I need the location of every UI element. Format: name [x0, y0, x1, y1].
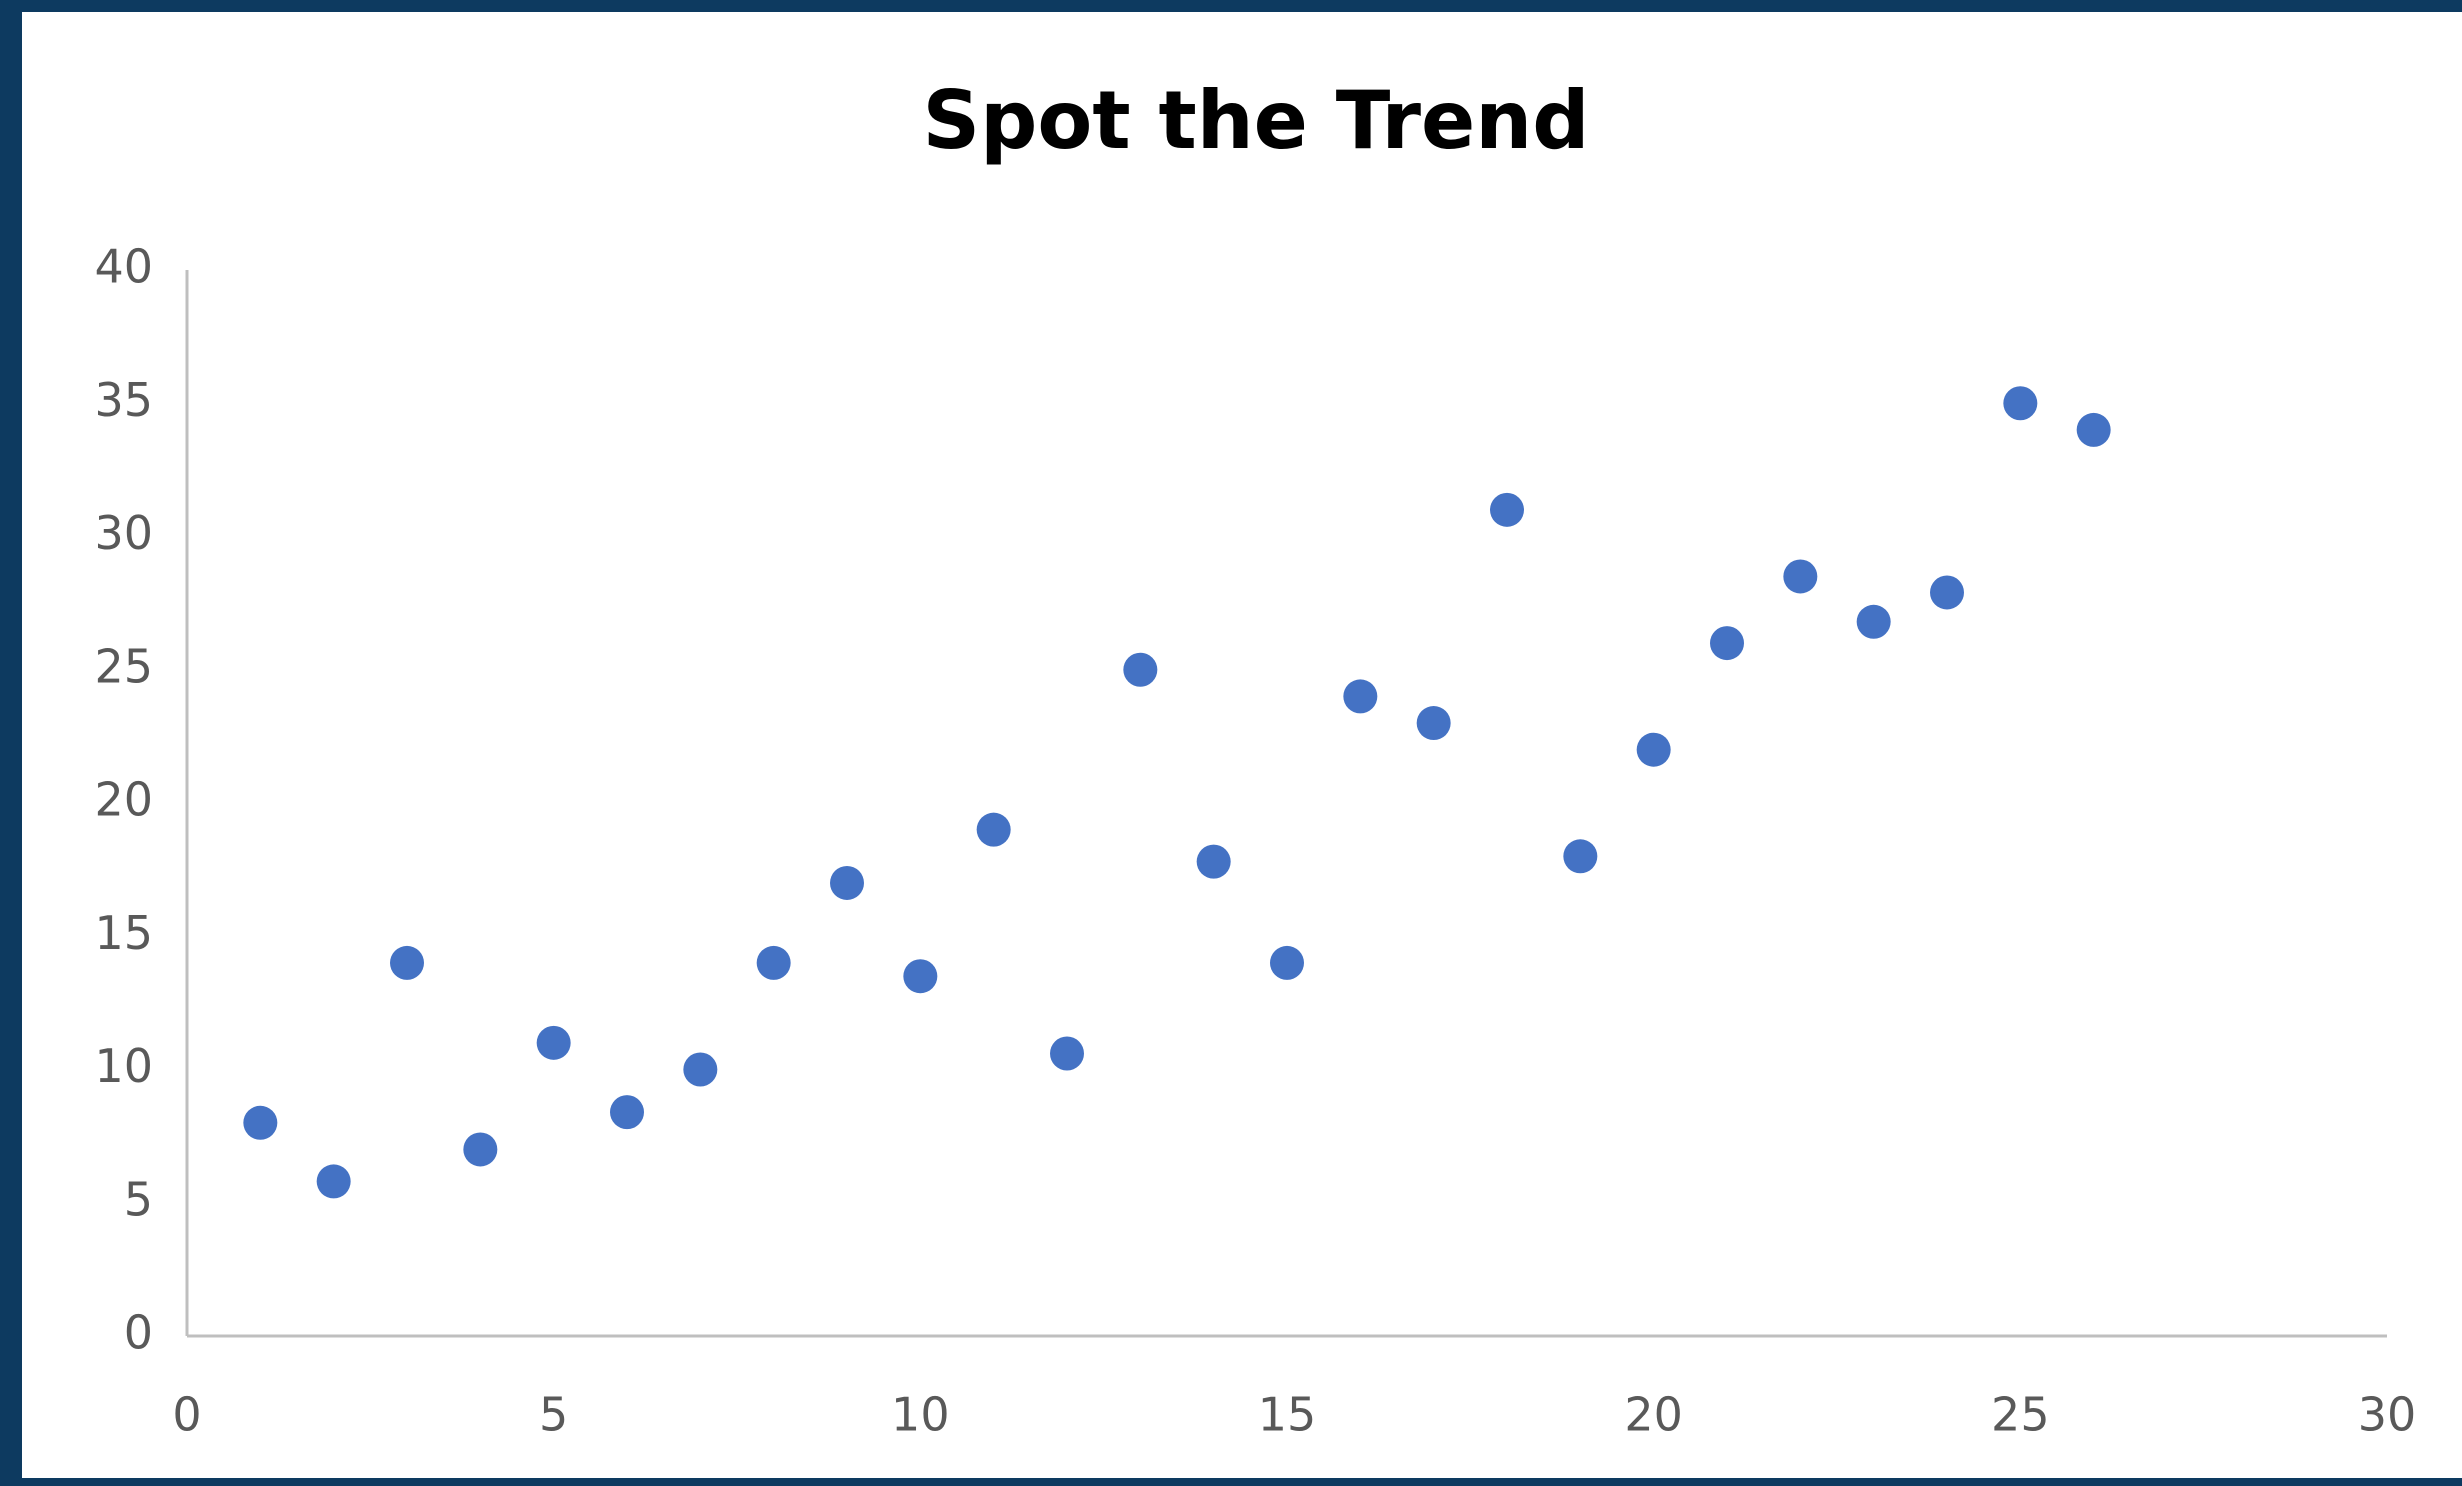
y-tick-label: 10 [94, 1039, 153, 1093]
point [1270, 945, 1304, 980]
point [463, 1132, 498, 1167]
point [1123, 652, 1158, 687]
y-tick-label: 0 [124, 1306, 153, 1360]
y-tick-label: 25 [94, 639, 153, 693]
point [1636, 732, 1671, 767]
point [316, 1164, 351, 1199]
point [830, 865, 864, 900]
point [1930, 575, 1964, 610]
point [1416, 706, 1451, 741]
point [976, 812, 1011, 847]
chart-title: Spot the Trend [923, 74, 1590, 167]
point [1490, 492, 1524, 527]
point [390, 945, 424, 980]
x-tick-label: 25 [1991, 1388, 2050, 1442]
point [903, 959, 938, 994]
x-tick-label: 10 [891, 1388, 950, 1442]
point [756, 945, 791, 980]
point [536, 1025, 571, 1060]
y-tick-label: 20 [94, 773, 153, 827]
y-tick-label: 15 [94, 906, 153, 960]
point [1196, 844, 1231, 879]
y-tick-label: 40 [94, 240, 153, 294]
x-tick-label: 20 [1624, 1388, 1683, 1442]
y-tick-label: 30 [94, 506, 153, 560]
x-tick-label: 5 [539, 1388, 568, 1442]
point [683, 1052, 718, 1087]
x-tick-label: 0 [172, 1388, 201, 1442]
point [1050, 1036, 1084, 1071]
point [610, 1095, 644, 1130]
point [1856, 604, 1891, 639]
x-tick-label: 30 [2358, 1388, 2417, 1442]
y-tick-label: 5 [124, 1172, 153, 1226]
point [2076, 412, 2111, 447]
point [1343, 679, 1378, 714]
y-tick-label: 35 [94, 373, 153, 427]
point [1783, 559, 1818, 594]
chart: Spot the Trend 0 5 10 15 20 25 30 35 40 0 5 10 15 20 2… [22, 12, 2462, 1478]
point [1710, 626, 1744, 661]
point [243, 1105, 278, 1140]
x-tick-label: 15 [1258, 1388, 1317, 1442]
point [2003, 386, 2038, 421]
point [1563, 839, 1598, 874]
